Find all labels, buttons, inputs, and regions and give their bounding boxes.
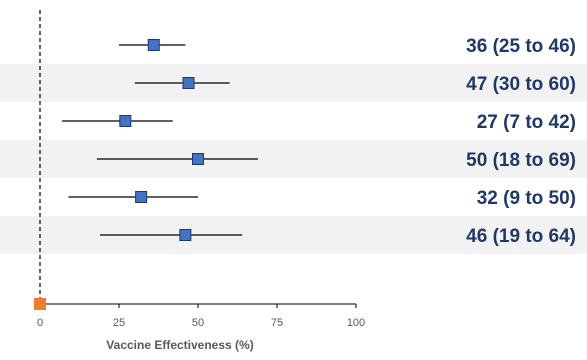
value-label: 36 (25 to 46): [466, 36, 576, 57]
value-label: 32 (9 to 50): [477, 188, 576, 209]
row-band: [0, 64, 587, 102]
row-bands: [0, 64, 587, 254]
forest-row: 27 (7 to 42): [62, 112, 576, 133]
value-label: 47 (30 to 60): [466, 74, 576, 95]
x-axis-ticks: 0 25 50 75 100: [37, 304, 365, 329]
forest-row: 32 (9 to 50): [68, 188, 576, 209]
forest-row: 47 (30 to 60): [134, 74, 576, 95]
point-estimate: [179, 229, 192, 241]
value-label: 46 (19 to 64): [466, 226, 576, 247]
point-estimate: [192, 153, 204, 165]
forest-row: 50 (18 to 69): [96, 150, 576, 171]
x-tick-label: 75: [271, 317, 283, 329]
forest-row: 46 (19 to 64): [100, 226, 576, 247]
point-estimate: [135, 191, 148, 203]
point-estimate: [119, 115, 132, 127]
x-tick-label: 50: [192, 317, 204, 329]
forest-rows: 36 (25 to 46) 47 (30 to 60) 27 (7 to 42) 50…: [62, 36, 576, 247]
point-estimate: [182, 77, 195, 89]
x-tick-label: 25: [113, 317, 125, 329]
row-band: [0, 216, 587, 254]
x-axis-title: Vaccine Effectiveness (%): [106, 338, 253, 352]
origin-marker: [34, 298, 46, 310]
value-label: 50 (18 to 69): [466, 150, 576, 171]
x-tick-label: 100: [347, 317, 365, 329]
value-label: 27 (7 to 42): [477, 112, 576, 133]
x-tick-label: 0: [37, 317, 43, 329]
point-estimate: [147, 39, 160, 51]
forest-row: 36 (25 to 46): [119, 36, 576, 57]
